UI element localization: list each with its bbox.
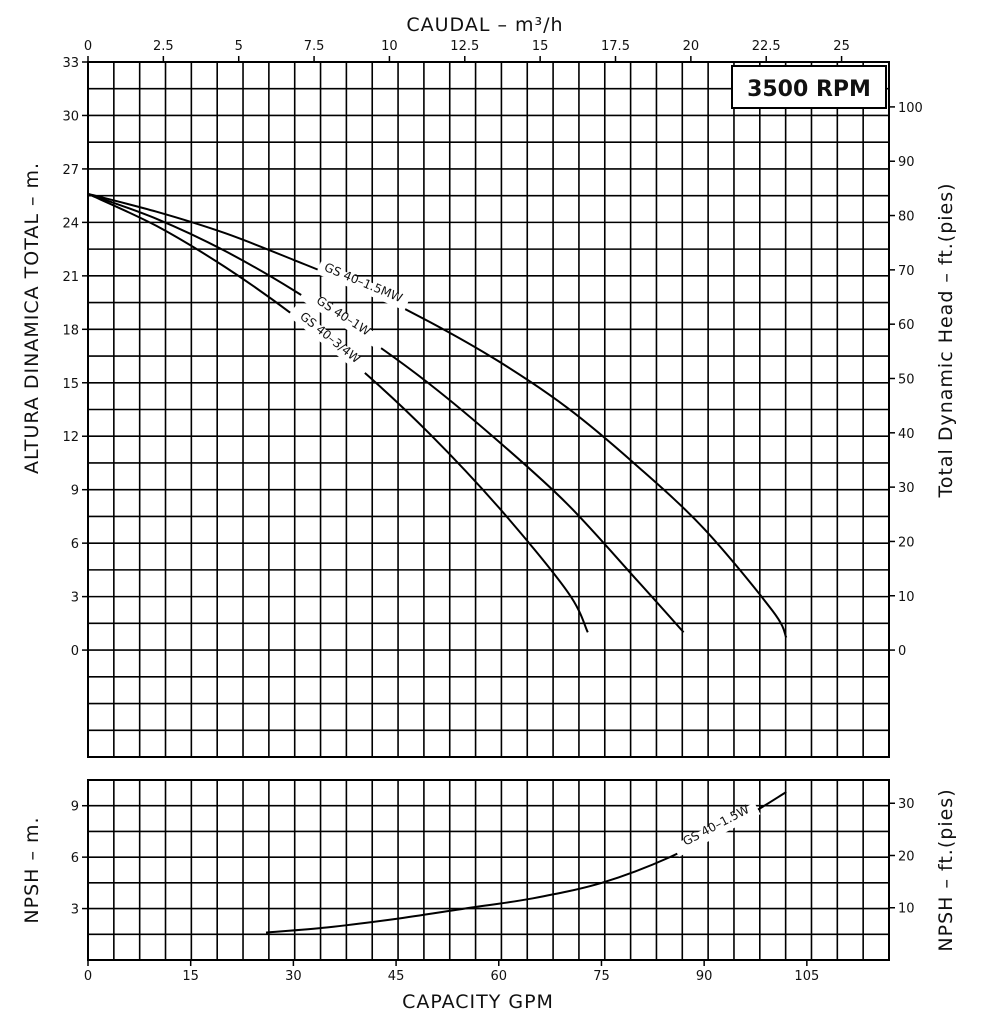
bottom-tick-label: 105 (794, 969, 819, 984)
right-axis-ticks: 0 10 20 30 40 50 60 70 80 90 100 (889, 101, 923, 659)
bottom-axis-title: CAPACITY GPM (402, 991, 554, 1013)
top-tick-label: 0 (84, 39, 92, 54)
bottom-tick-label: 90 (696, 969, 713, 984)
top-tick-label: 17.5 (601, 39, 630, 54)
bottom-tick-label: 15 (182, 969, 199, 984)
npsh-right-axis-title: NPSH – ft.(pies) (935, 788, 957, 951)
top-axis-ticks: 0 2.5 5 7.5 10 12.5 15 17.5 20 22.5 25 (84, 39, 850, 62)
bottom-tick-label: 30 (285, 969, 302, 984)
rpm-badge-box (731, 65, 887, 109)
bottom-tick-label: 45 (388, 969, 405, 984)
npsh-plot-frame (87, 779, 890, 961)
bottom-tick-label: 0 (84, 969, 92, 984)
curve-label-bg (287, 305, 371, 376)
right-tick-label: 90 (898, 155, 915, 170)
curve-label-bg (298, 287, 387, 351)
curve-label-gs40-1-5mw: GS 40–1.5MW (322, 260, 404, 305)
top-tick-label: 5 (235, 39, 243, 54)
npsh-left-tick-label: 9 (71, 800, 79, 815)
bottom-tick-label: 60 (490, 969, 507, 984)
left-tick-label: 33 (62, 56, 79, 71)
curve-gs40-1w (87, 192, 685, 633)
npsh-right-tick-label: 10 (898, 902, 915, 917)
left-tick-label: 27 (62, 163, 79, 178)
top-tick-label: 22.5 (752, 39, 781, 54)
curve-label-gs40-1-5w: GS 40–1.5W (680, 802, 751, 848)
left-tick-label: 18 (62, 323, 79, 338)
right-tick-label: 20 (898, 535, 915, 550)
right-tick-label: 70 (898, 264, 915, 279)
head-grid (88, 62, 889, 757)
npsh-right-tick-label: 30 (898, 797, 915, 812)
npsh-left-axis-ticks: 3 6 9 (71, 800, 88, 918)
right-tick-label: 50 (898, 372, 915, 387)
bottom-tick-label: 75 (593, 969, 610, 984)
left-tick-label: 3 (71, 591, 79, 606)
curve-label-bg (315, 261, 410, 311)
npsh-left-axis-title: NPSH – m. (21, 816, 43, 923)
curve-gs40-3-4w (87, 192, 589, 633)
right-tick-label: 10 (898, 590, 915, 605)
right-axis-title: Total Dynamic Head – ft.(pies) (935, 182, 957, 498)
rpm-badge: 3500 RPM (747, 77, 871, 102)
top-tick-label: 15 (532, 39, 549, 54)
left-tick-label: 12 (62, 430, 79, 445)
curve-gs40-1-5mw (87, 192, 788, 639)
left-tick-label: 21 (62, 270, 79, 285)
right-tick-label: 40 (898, 427, 915, 442)
right-tick-label: 100 (898, 101, 923, 116)
bottom-axis-ticks: 0 15 30 45 60 75 90 105 (84, 960, 819, 984)
top-tick-label: 20 (683, 39, 700, 54)
top-tick-label: 12.5 (450, 39, 479, 54)
top-axis-title: CAUDAL – m³/h (406, 14, 563, 36)
left-axis-ticks: 0 3 6 9 12 15 18 21 24 27 30 33 (62, 56, 88, 659)
left-tick-label: 0 (71, 644, 79, 659)
npsh-left-tick-label: 6 (71, 851, 79, 866)
curve-label-bg (672, 802, 761, 857)
top-tick-label: 10 (381, 39, 398, 54)
npsh-right-tick-label: 20 (898, 849, 915, 864)
top-tick-label: 25 (833, 39, 850, 54)
top-tick-label: 2.5 (153, 39, 174, 54)
right-tick-label: 80 (898, 210, 915, 225)
npsh-grid (88, 780, 889, 960)
left-tick-label: 9 (71, 484, 79, 499)
right-tick-label: 0 (898, 644, 906, 659)
top-tick-label: 7.5 (304, 39, 325, 54)
npsh-left-tick-label: 3 (71, 903, 79, 918)
left-tick-label: 30 (62, 109, 79, 124)
right-tick-label: 30 (898, 481, 915, 496)
left-tick-label: 24 (62, 216, 79, 231)
left-tick-label: 6 (71, 537, 79, 552)
left-tick-label: 15 (62, 377, 79, 392)
left-axis-title: ALTURA DINAMICA TOTAL – m. (21, 162, 43, 474)
head-plot-frame (87, 61, 890, 758)
npsh-right-axis-ticks: 10 20 30 (889, 797, 915, 917)
right-tick-label: 60 (898, 318, 915, 333)
